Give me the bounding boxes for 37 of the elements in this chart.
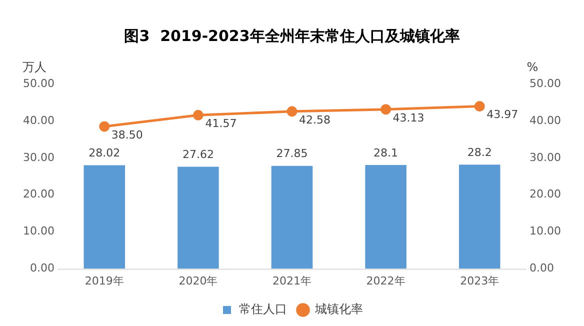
legend-label: 常住人口 [239,302,287,316]
point [99,121,110,132]
data-label: 28.2 [467,146,492,159]
legend-label: 城镇化率 [314,302,363,316]
y2-tick-label: 30.00 [530,150,562,164]
y-tick-label: 10.00 [22,224,54,238]
y-tick-label: 0.00 [30,262,54,275]
y-tick-label: 20.00 [22,188,54,201]
x-tick-label: 2022年 [366,274,406,288]
point [474,101,485,112]
y2-axis-title: % [526,60,538,74]
chart-title: 图3 2019-2023年全州年末常住人口及城镇化率 [124,26,460,45]
x-tick-label: 2019年 [84,274,124,288]
data-label: 43.97 [486,108,518,122]
data-label: 38.50 [111,128,143,142]
y-tick-label: 40.00 [22,114,54,127]
x-tick-label: 2023年 [460,274,500,288]
y-axis-title: 万人 [22,60,47,74]
y2-tick-label: 50.00 [530,76,562,90]
y-tick-label: 30.00 [22,150,54,164]
y2-tick-label: 40.00 [530,114,562,127]
y-tick-label: 50.00 [22,76,54,90]
data-label: 27.85 [276,147,308,160]
data-label: 42.58 [299,113,330,126]
point [192,110,204,120]
y2-tick-label: 20.00 [530,188,562,201]
x-tick-label: 2020年 [178,274,218,288]
data-label: 28.02 [88,146,120,160]
data-label: 27.62 [182,148,214,162]
data-label: 41.57 [205,117,237,130]
point [380,104,392,115]
x-tick-label: 2021年 [272,274,312,288]
point [286,106,298,117]
data-label: 28.1 [374,146,398,160]
y2-tick-label: 10.00 [530,224,562,238]
y2-tick-label: 0.00 [530,262,554,275]
data-label: 43.13 [392,111,424,124]
